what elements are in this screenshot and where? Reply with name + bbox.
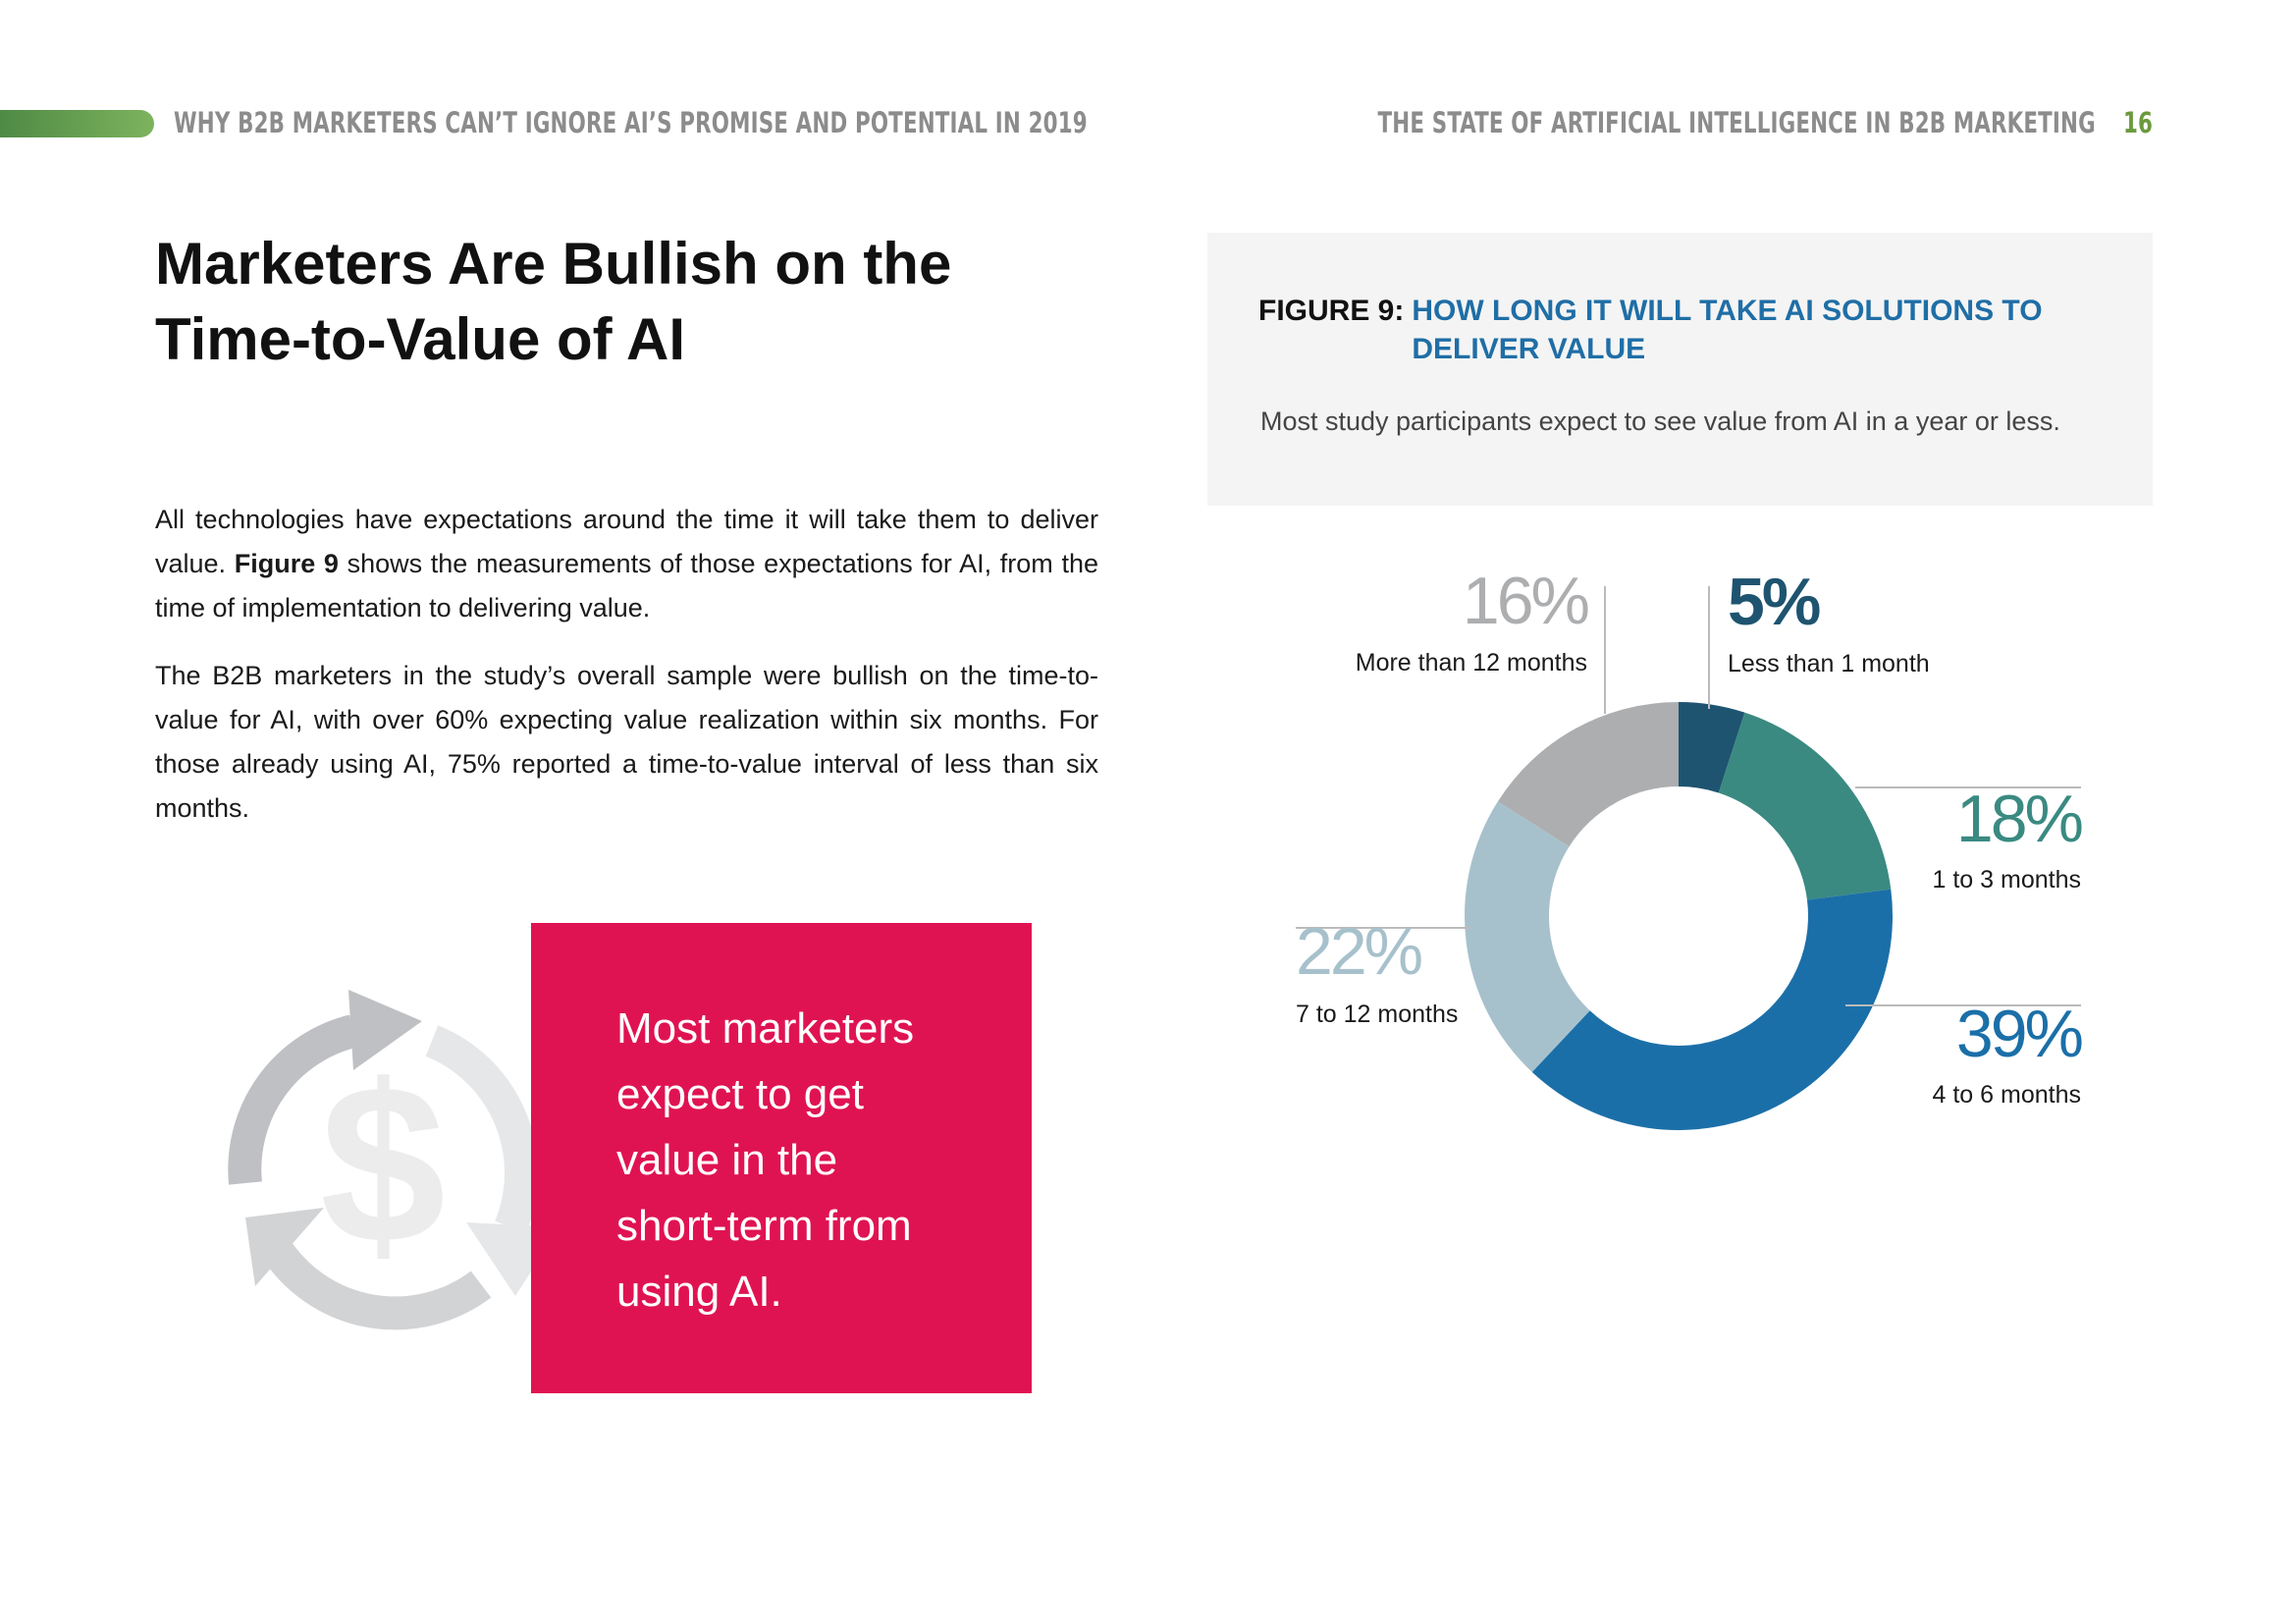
article-body: All technologies have expectations aroun… xyxy=(155,498,1098,854)
value-label: 39% xyxy=(1956,997,2083,1071)
article-title: Marketers Are Bullish on the Time-to-Val… xyxy=(155,226,951,377)
arrow-arc xyxy=(260,1237,492,1330)
arrow-head xyxy=(245,1208,324,1286)
category-label: 7 to 12 months xyxy=(1296,1001,1458,1028)
value-label: 22% xyxy=(1296,914,1422,989)
callout-box: Most marketers expect to get value in th… xyxy=(531,923,1032,1393)
donut-slice xyxy=(1718,712,1892,900)
arrow-arc xyxy=(228,1014,358,1185)
figure-header-box: FIGURE 9: HOW LONG IT WILL TAKE AI SOLUT… xyxy=(1207,233,2153,506)
header-bar xyxy=(0,110,154,137)
paragraph: The B2B marketers in the study’s overall… xyxy=(155,654,1098,831)
callout-line: value in the xyxy=(616,1136,838,1184)
category-label: 1 to 3 months xyxy=(1933,866,2081,893)
text: shows the measurements of those expectat… xyxy=(155,549,1098,623)
category-label: 4 to 6 months xyxy=(1933,1081,2081,1109)
category-label: Less than 1 month xyxy=(1728,650,1930,677)
text: The B2B marketers in the study’s overall… xyxy=(155,661,1098,823)
category-label: More than 12 months xyxy=(1356,649,1587,677)
value-label: 18% xyxy=(1956,782,2083,856)
donut-slice xyxy=(1464,801,1590,1072)
callout-line: using AI. xyxy=(616,1268,782,1316)
arrow-arc xyxy=(425,1025,538,1234)
cycle-icon: $ xyxy=(228,990,560,1330)
title-line: Time-to-Value of AI xyxy=(155,306,686,372)
text-bold: Figure 9 xyxy=(234,549,339,578)
figure-title: HOW LONG IT WILL TAKE AI SOLUTIONS TO DE… xyxy=(1412,295,2043,365)
donut-slice xyxy=(1531,889,1893,1130)
figure-heading: FIGURE 9: HOW LONG IT WILL TAKE AI SOLUT… xyxy=(1258,292,2099,368)
callout-line: Most marketers xyxy=(616,1004,915,1053)
donut-slice xyxy=(1679,701,1745,793)
donut-slice xyxy=(1497,701,1679,847)
figure-subtitle: Most study participants expect to see va… xyxy=(1260,406,2060,436)
dollar-sign: $ xyxy=(320,1038,446,1290)
figure-label: FIGURE 9: xyxy=(1258,295,1405,327)
value-label: 5% xyxy=(1728,565,1820,639)
callout-line: short-term from xyxy=(616,1202,912,1250)
page-number: 16 xyxy=(2123,106,2154,139)
arrow-head xyxy=(348,990,422,1070)
header-left: WHY B2B MARKETERS CAN’T IGNORE AI’S PROM… xyxy=(174,106,1088,139)
callout-line: expect to get xyxy=(616,1070,864,1118)
paragraph: All technologies have expectations aroun… xyxy=(155,498,1098,630)
value-label: 16% xyxy=(1463,564,1589,638)
header-right: THE STATE OF ARTIFICIAL INTELLIGENCE IN … xyxy=(1377,106,2096,139)
text: All technologies have expectations aroun… xyxy=(155,505,1098,578)
title-line: Marketers Are Bullish on the xyxy=(155,231,952,297)
